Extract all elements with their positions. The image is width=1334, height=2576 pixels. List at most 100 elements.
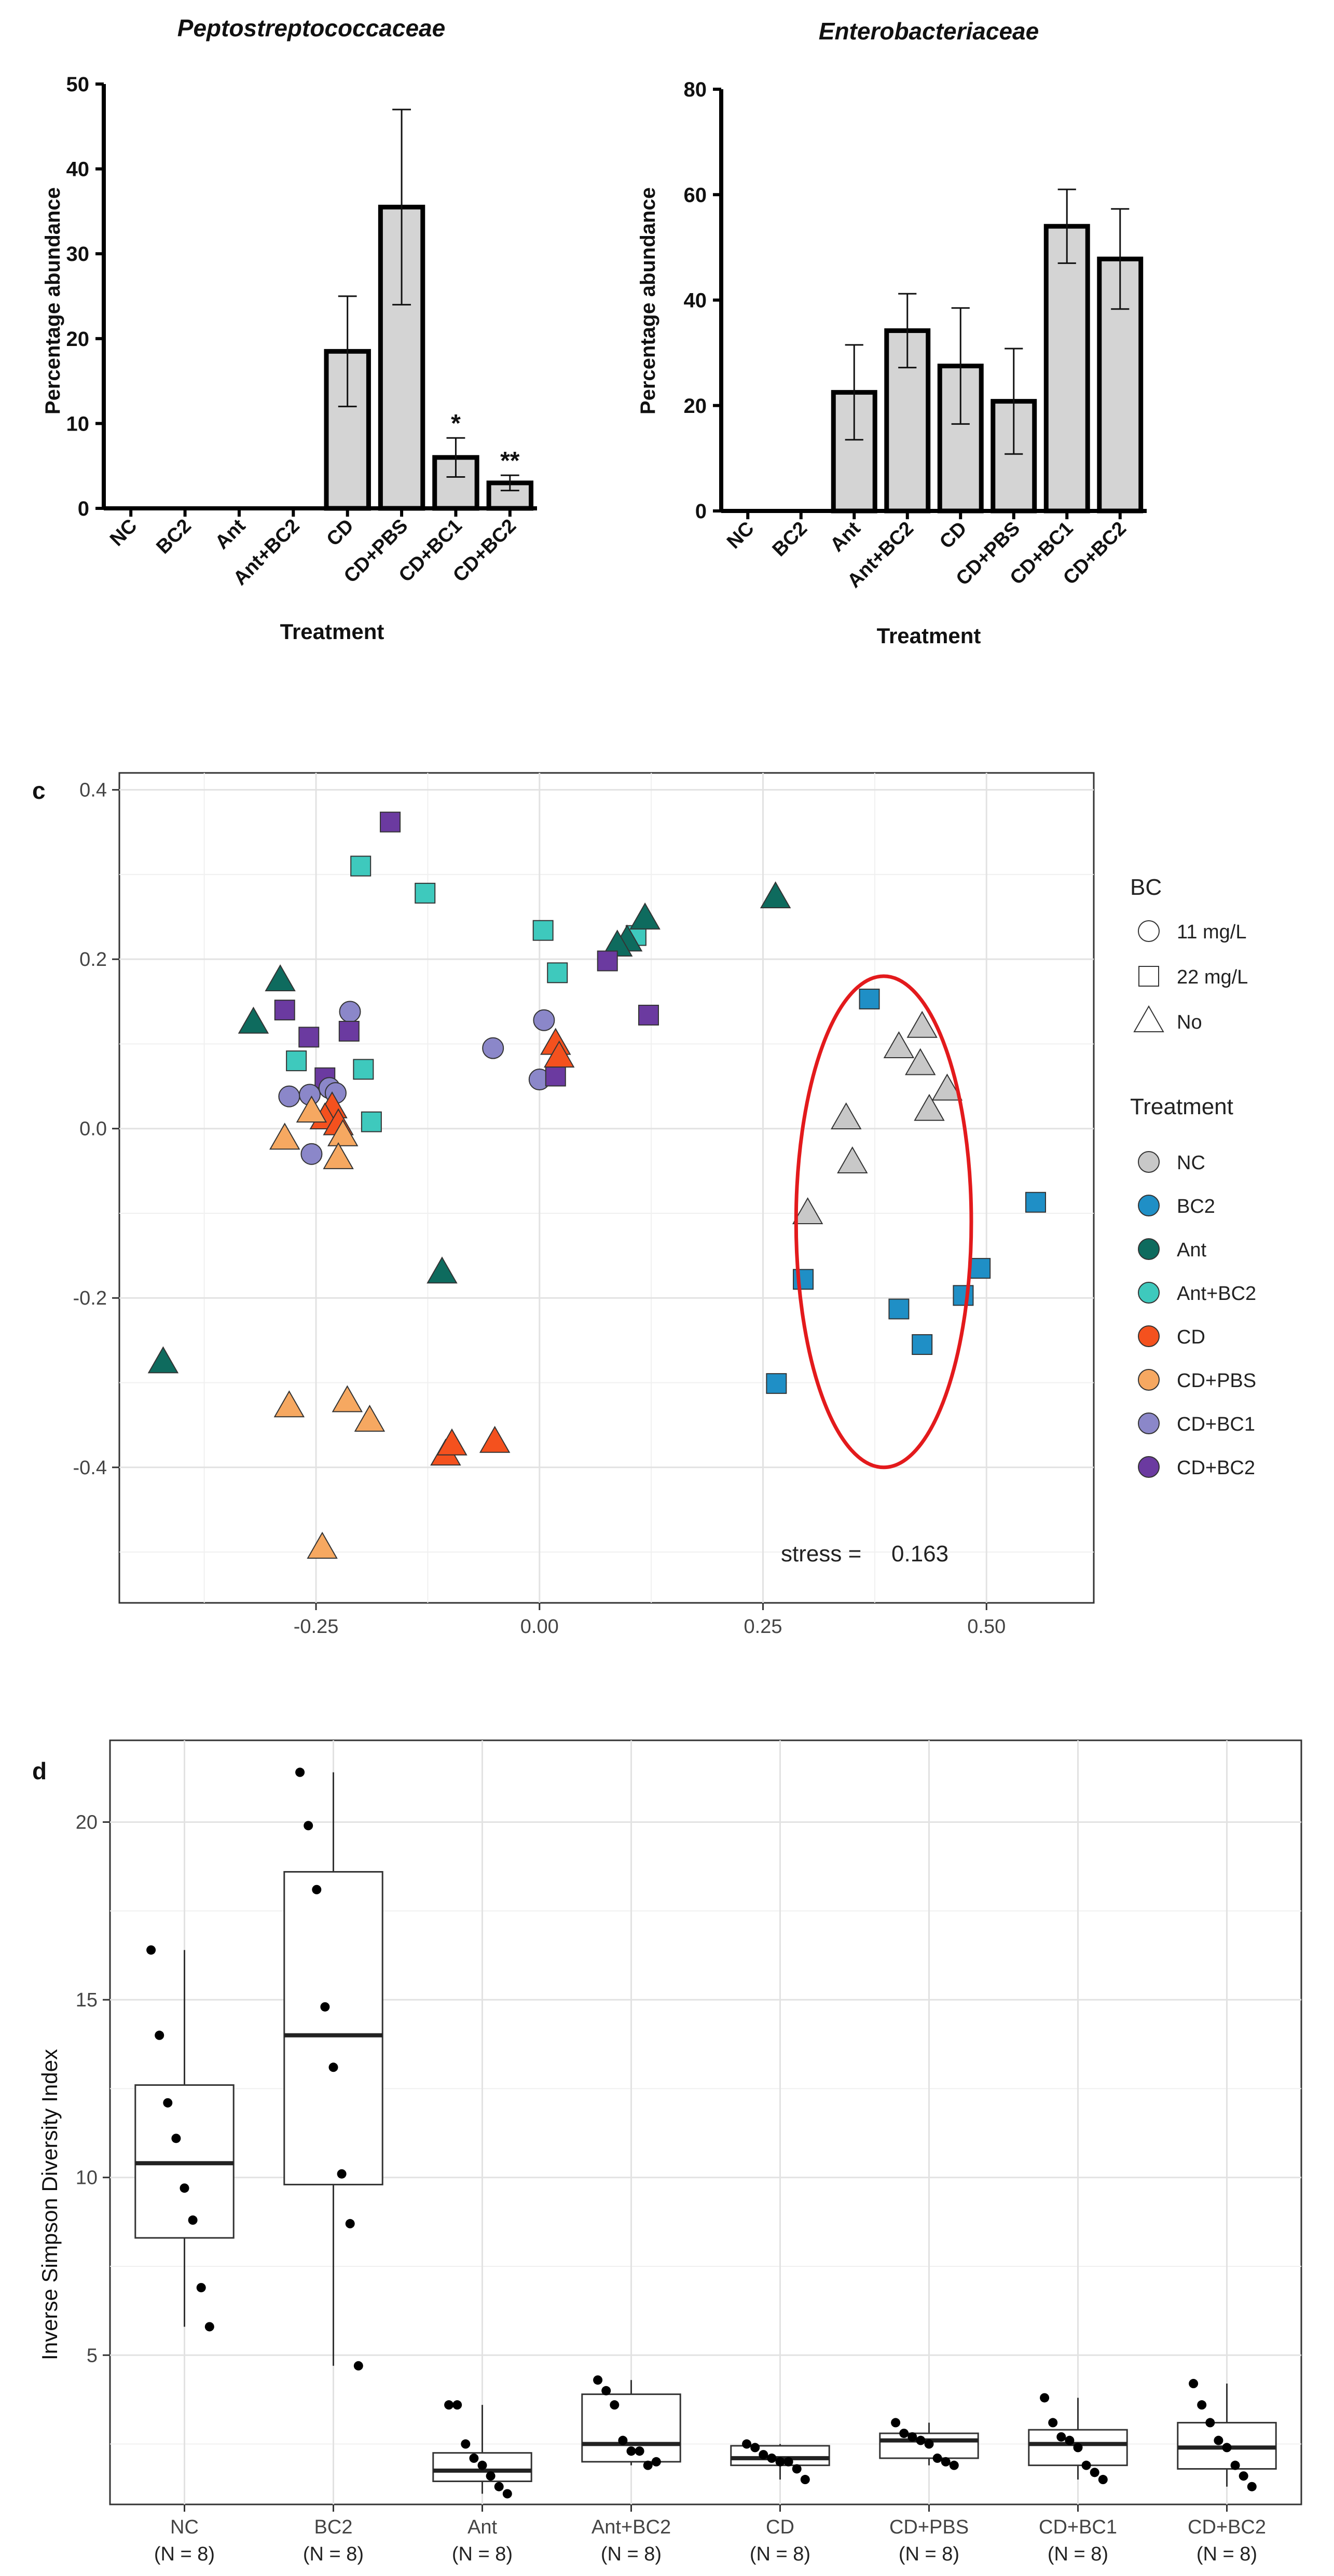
scatter-point-cd-bc1 (339, 1001, 361, 1023)
legend-treatment-label: NC (1177, 1152, 1205, 1174)
scatter-point-cd-pbs (323, 1142, 354, 1169)
data-point (1230, 2460, 1240, 2470)
data-point (1048, 2418, 1058, 2428)
y-tick-label: 60 (684, 184, 707, 206)
scatter-point-ant-bc2 (361, 1111, 382, 1132)
x-tick-label: -0.25 (294, 1616, 339, 1638)
error-bar-CD (951, 307, 970, 425)
x-tick-n-label: (N = 8) (1048, 2543, 1108, 2565)
data-point (593, 2375, 603, 2385)
data-point (891, 2418, 901, 2428)
y-tick-label: 80 (684, 78, 707, 101)
scatter-point-cd (436, 1428, 467, 1456)
x-tick-label: CD+PBS (889, 2516, 969, 2538)
box-bc2 (283, 1767, 383, 2371)
x-tick-label: CD+BC1 (1039, 2516, 1117, 2538)
data-point (916, 2435, 926, 2445)
legend-shape-triangle (1133, 1005, 1164, 1032)
data-point (899, 2428, 909, 2438)
legend-bc-label: No (1177, 1012, 1202, 1033)
x-tick-label: 0.50 (967, 1616, 1006, 1638)
data-point (312, 1885, 322, 1894)
legend-shape-circle (1138, 920, 1160, 942)
data-point (320, 2002, 330, 2012)
legend-treatment-label: CD+BC1 (1177, 1414, 1255, 1435)
scatter-point-cd-bc2 (638, 1004, 659, 1026)
data-point (452, 2400, 462, 2410)
scatter-point-cd-pbs (327, 1119, 359, 1146)
x-tick-n-label: (N = 8) (154, 2543, 215, 2565)
stress-value: 0.163 (891, 1541, 948, 1567)
data-point (643, 2460, 653, 2470)
data-point (792, 2464, 802, 2474)
scatter-point-cd-pbs (354, 1404, 386, 1432)
data-point (949, 2460, 959, 2470)
legend-bc-label: 22 mg/L (1177, 966, 1248, 988)
data-point (759, 2450, 768, 2460)
box-cd-bc2 (1177, 2379, 1277, 2491)
scatter-point-ant (238, 1006, 269, 1034)
data-point (486, 2471, 496, 2481)
bar-CD+BC2 (1097, 256, 1144, 514)
scatter-point-ant (427, 1256, 458, 1284)
x-tick-label: CD (766, 2516, 794, 2538)
x-tick-label: 0.25 (744, 1616, 782, 1638)
data-point (146, 1945, 156, 1955)
x-tick-label: Ant+BC2 (592, 2516, 671, 2538)
legend-swatch-bc2 (1138, 1195, 1160, 1216)
y-tick-label: 0.0 (79, 1118, 107, 1140)
x-tick-label: CD (323, 515, 359, 551)
data-point (502, 2489, 512, 2499)
data-point (345, 2219, 355, 2228)
scatter-point-cd-bc2 (274, 1000, 295, 1021)
box-cd (730, 2439, 830, 2485)
x-tick-label: Ant (467, 2516, 497, 2538)
scatter-point-cd-pbs (307, 1531, 338, 1559)
error-bar-CD+BC1 (446, 437, 465, 478)
error-bar-CD+PBS (392, 108, 411, 306)
data-point (304, 1821, 313, 1831)
x-tick-label: NC (106, 515, 142, 551)
y-tick-label: 20 (684, 395, 707, 418)
plot-panel-border (118, 772, 1095, 1604)
x-tick-label: BC2 (152, 515, 195, 558)
scatter-point-cd-pbs (273, 1390, 305, 1418)
chart-diversity-boxplot: d Inverse Simpson Diversity Index 5 10 15 2… (32, 1739, 1302, 2565)
legend-treatment-label: BC2 (1177, 1196, 1215, 1217)
scatter-point-cd-pbs (269, 1123, 300, 1150)
chart-d-ylabel: Inverse Simpson Diversity Index (37, 2049, 62, 2360)
significance-label: ** (500, 447, 520, 475)
data-point (1205, 2418, 1215, 2428)
y-tick-label: -0.4 (73, 1457, 107, 1479)
data-point (188, 2215, 198, 2225)
y-tick-label: 50 (66, 73, 90, 96)
data-point (941, 2457, 951, 2467)
scatter-point-bc2 (1025, 1192, 1047, 1213)
data-point (353, 2361, 363, 2371)
scatter-point-cd-pbs (296, 1096, 327, 1123)
data-point (775, 2457, 785, 2467)
chart-b-ylabel: Percentage abundance (637, 187, 659, 414)
x-tick-label: CD (936, 518, 971, 553)
legend-swatch-cd-bc1 (1138, 1412, 1160, 1434)
scatter-point-ant (760, 881, 791, 908)
scatter-point-cd-bc2 (545, 1065, 566, 1087)
x-tick-n-label: (N = 8) (303, 2543, 364, 2565)
data-point (1239, 2471, 1248, 2481)
legend-swatch-ant (1138, 1238, 1160, 1260)
box-cd-bc1 (1028, 2393, 1128, 2485)
y-tick-label: 0 (695, 500, 707, 523)
scatter-point-bc2 (888, 1298, 910, 1320)
legend-treatment-label: Ant (1177, 1239, 1206, 1261)
data-point (1222, 2443, 1232, 2453)
highlight-ellipse (794, 974, 973, 1470)
scatter-point-cd-bc1 (482, 1037, 504, 1059)
data-point (618, 2435, 628, 2445)
y-tick-label: 0.2 (79, 949, 107, 971)
x-tick-n-label: (N = 8) (601, 2543, 662, 2565)
error-bar-CD+PBS (1005, 348, 1023, 455)
x-tick-label: BC2 (768, 518, 812, 561)
legend-swatch-nc (1138, 1151, 1160, 1173)
data-point (204, 2322, 214, 2332)
data-point (1081, 2460, 1091, 2470)
